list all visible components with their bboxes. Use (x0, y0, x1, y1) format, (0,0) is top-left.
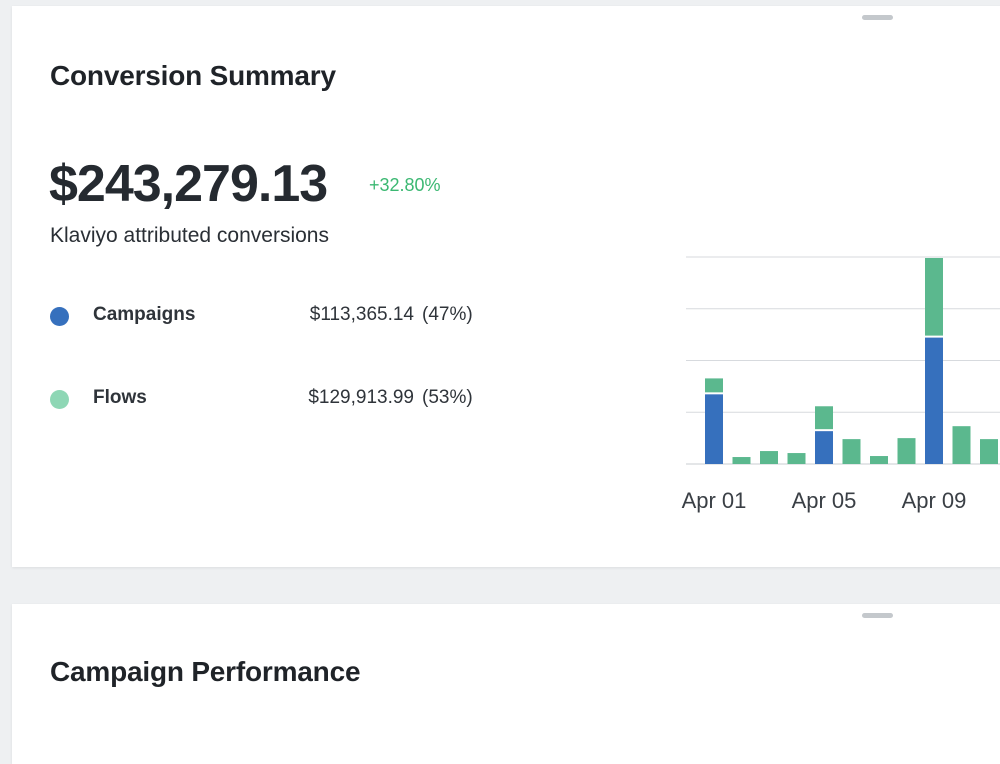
bar-flows[interactable] (980, 439, 998, 464)
bar-flows[interactable] (705, 378, 723, 393)
drag-handle-icon[interactable] (862, 15, 893, 20)
legend-amount: $129,913.99 (308, 387, 414, 408)
bar-campaigns[interactable] (705, 394, 723, 464)
campaigns-dot-icon (50, 307, 69, 326)
drag-handle-icon[interactable] (862, 613, 893, 618)
card-title: Conversion Summary (50, 60, 336, 91)
bar-flows[interactable] (815, 406, 833, 430)
bar-flows[interactable] (870, 456, 888, 464)
bar-flows[interactable] (787, 453, 806, 464)
bar-campaigns[interactable] (815, 431, 833, 464)
legend-percent: (47%) (422, 304, 473, 325)
value-subtitle: Klaviyo attributed conversions (50, 224, 329, 247)
bar-flows[interactable] (842, 439, 861, 464)
flows-dot-icon (50, 390, 69, 409)
legend-label: Flows (93, 387, 147, 408)
bar-campaigns[interactable] (925, 337, 943, 464)
x-axis-tick-label: Apr 01 (682, 488, 747, 513)
conversion-bar-chart: Apr 01 Apr 05 Apr 09 (682, 256, 1000, 513)
x-axis-tick-label: Apr 05 (792, 488, 857, 513)
legend-amount: $113,365.14 (309, 304, 414, 325)
legend-label: Campaigns (93, 304, 196, 325)
total-conversion-value: $243,279.13 (49, 155, 328, 213)
legend-row-campaigns: Campaigns $113,365.14 (47%) (48, 302, 488, 332)
conversion-summary-card: Conversion Summary $243,279.13 +32.80% K… (12, 6, 1000, 567)
card-title: Campaign Performance (50, 656, 361, 687)
change-percentage: +32.80% (369, 175, 441, 195)
bar-flows[interactable] (732, 457, 751, 464)
bar-flows[interactable] (897, 438, 916, 464)
bar-flows[interactable] (952, 426, 971, 464)
campaign-performance-card: Campaign Performance (12, 604, 1000, 764)
x-axis-tick-label: Apr 09 (902, 488, 967, 513)
bar-flows[interactable] (760, 451, 778, 464)
bar-flows[interactable] (925, 257, 943, 336)
legend-row-flows: Flows $129,913.99 (53%) (48, 385, 488, 415)
legend-percent: (53%) (422, 387, 473, 408)
